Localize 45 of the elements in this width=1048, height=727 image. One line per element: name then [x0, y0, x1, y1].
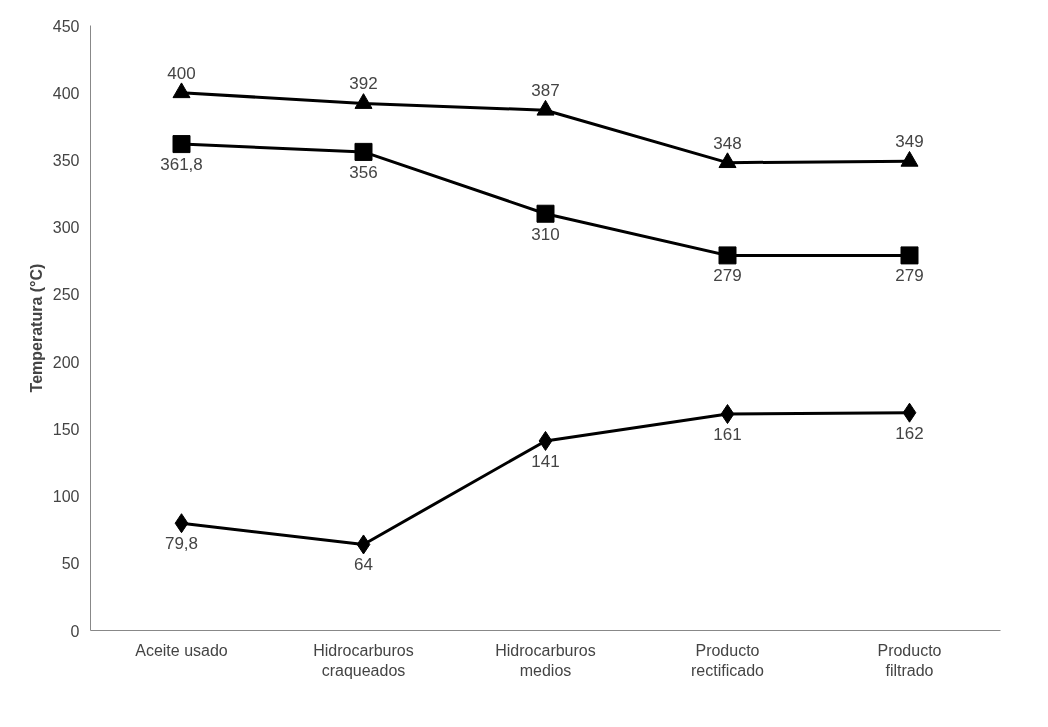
data-label: 400	[167, 63, 196, 83]
point	[536, 204, 555, 223]
point	[718, 152, 737, 169]
point	[900, 150, 919, 167]
x-tick-label: Producto rectificado	[691, 641, 765, 679]
y-tick-label: 0	[70, 622, 80, 640]
point	[172, 82, 191, 99]
y-tick-label: 450	[52, 17, 80, 35]
data-label: 387	[531, 81, 560, 101]
y-tick-label: 150	[52, 420, 80, 438]
x-tick-label: Hidrocarburos medios	[495, 641, 596, 679]
point	[354, 142, 373, 161]
y-tick-label: 100	[52, 488, 80, 506]
x-tick-label: Producto filtrado	[877, 641, 942, 679]
data-label: 348	[713, 133, 742, 153]
data-label: 361,8	[160, 155, 203, 175]
y-tick-label: 400	[52, 84, 80, 102]
data-label: 349	[895, 132, 924, 152]
y-tick-label: 50	[61, 555, 80, 573]
y-tick-label: 200	[52, 353, 80, 371]
data-label: 279	[895, 266, 924, 286]
data-label: 356	[349, 162, 378, 182]
x-tick-label: Hidrocarburos craqueados	[313, 641, 414, 679]
y-tick-label: 250	[52, 286, 80, 304]
point	[900, 246, 919, 265]
data-label: 279	[713, 266, 742, 286]
data-label: 161	[713, 425, 742, 445]
data-label: 392	[349, 74, 378, 94]
y-tick-label: 300	[52, 219, 80, 237]
point	[354, 93, 373, 109]
point	[902, 402, 917, 423]
data-label: 64	[354, 555, 373, 575]
data-label: 310	[531, 224, 560, 244]
x-tick-label: Aceite usado	[135, 641, 228, 659]
data-label: 162	[895, 423, 924, 443]
y-tick-label: 350	[52, 151, 80, 169]
data-label: 79,8	[164, 534, 199, 554]
point	[720, 404, 735, 425]
y-axis-title: Temperatura (°C)	[27, 263, 45, 393]
point	[538, 430, 553, 451]
point	[174, 513, 189, 534]
point	[356, 534, 371, 555]
point	[718, 246, 737, 265]
point	[536, 99, 555, 116]
data-label: 141	[531, 451, 560, 471]
